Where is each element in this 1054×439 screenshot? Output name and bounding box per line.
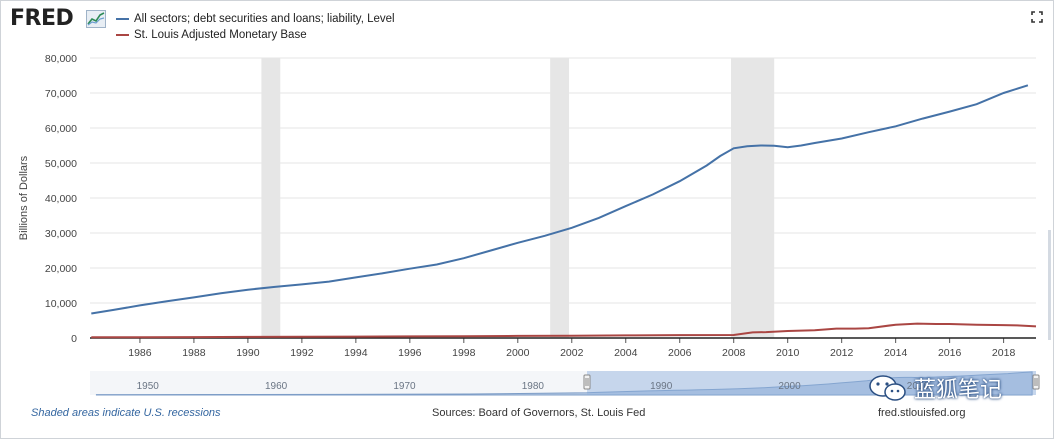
recession-note: Shaded areas indicate U.S. recessions [31, 407, 221, 419]
legend-label: All sectors; debt securities and loans; … [134, 13, 395, 25]
y-tick-label: 80,000 [45, 53, 77, 65]
navigator-tick-label: 1990 [650, 381, 673, 392]
legend-label: St. Louis Adjusted Monetary Base [134, 29, 307, 41]
watermark-text: 蓝狐笔记 [914, 378, 1003, 403]
gridlines [90, 57, 1036, 304]
navigator-selection[interactable] [587, 371, 1036, 395]
y-tick-label: 30,000 [45, 228, 77, 240]
y-tick-label: 40,000 [45, 193, 77, 205]
legend-swatch-blue [116, 18, 129, 20]
x-tick-label: 1996 [398, 347, 422, 359]
wechat-icon [869, 375, 906, 401]
expand-icon[interactable] [1031, 11, 1043, 23]
navigator-right-handle[interactable] [1032, 374, 1040, 390]
line-chart: 0 10,000 20,000 30,000 40,000 50,000 60,000 70,… [45, 53, 1051, 396]
y-tick-label: 20,000 [45, 263, 77, 275]
x-tick-label: 2010 [776, 347, 800, 359]
navigator-area [95, 371, 1033, 396]
y-tick-label: 70,000 [45, 88, 77, 100]
legend-swatch-red [116, 34, 129, 36]
x-tick-label: 1992 [290, 347, 314, 359]
x-tick-label: 2008 [722, 347, 746, 359]
x-tick-label: 1990 [236, 347, 260, 359]
navigator-tick-label: 1980 [522, 381, 545, 392]
x-tick-label: 1998 [452, 347, 476, 359]
navigator-tick-label: 2010 [907, 381, 930, 392]
navigator-ticks: 1950 1960 1970 1980 1990 2000 2010 [137, 381, 930, 392]
navigator-left-handle[interactable] [583, 374, 591, 390]
x-tick-label: 2004 [614, 347, 638, 359]
y-axis-ticks: 0 10,000 20,000 30,000 40,000 50,000 60,000 70,… [45, 53, 77, 345]
y-tick-label: 50,000 [45, 158, 77, 170]
x-tick-label: 2012 [830, 347, 854, 359]
sources-text: Sources: Board of Governors, St. Louis F… [432, 407, 646, 419]
navigator-tick-label: 2000 [778, 381, 801, 392]
x-tick-label: 2000 [506, 347, 530, 359]
site-link[interactable]: fred.stlouisfed.org [878, 407, 966, 419]
navigator-tick-label: 1960 [265, 381, 288, 392]
navigator-tick-label: 1950 [137, 381, 160, 392]
y-tick-label: 10,000 [45, 298, 77, 310]
x-tick-label: 1994 [344, 347, 368, 359]
x-tick-label: 2006 [668, 347, 692, 359]
series-line-monetary-base[interactable] [91, 322, 1037, 339]
series-line-debt[interactable] [91, 84, 1029, 315]
legend-item[interactable]: St. Louis Adjusted Monetary Base [116, 27, 395, 43]
y-tick-label: 60,000 [45, 123, 77, 135]
watermark: 蓝狐笔记 [868, 372, 1002, 404]
x-axis-ticks: 1986 1988 1990 1992 1994 1996 1998 2000 2002 2004… [128, 338, 1015, 359]
y-tick-label: 0 [71, 333, 77, 345]
x-tick-label: 2016 [938, 347, 962, 359]
fred-logo[interactable]: FRED [10, 6, 74, 31]
x-tick-label: 1988 [182, 347, 206, 359]
fred-chart-icon [86, 10, 106, 28]
navigator-tick-label: 1970 [393, 381, 416, 392]
x-tick-label: 2018 [992, 347, 1016, 359]
scrollbar[interactable] [1048, 230, 1051, 340]
series-lines [91, 84, 1037, 339]
legend: All sectors; debt securities and loans; … [116, 11, 395, 43]
legend-item[interactable]: All sectors; debt securities and loans; … [116, 11, 395, 27]
x-tick-label: 1986 [128, 347, 152, 359]
x-tick-label: 2002 [560, 347, 584, 359]
x-tick-label: 2014 [884, 347, 908, 359]
